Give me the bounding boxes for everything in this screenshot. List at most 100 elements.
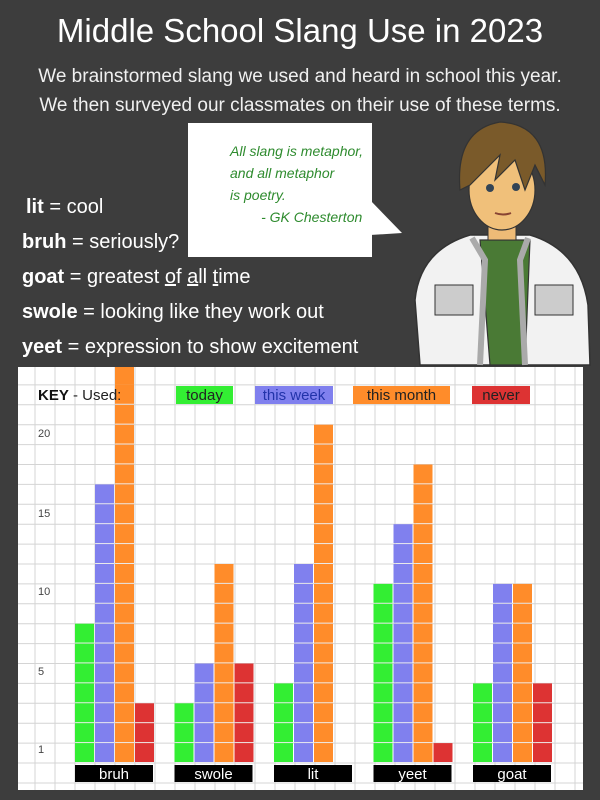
- bar-goat-this-week: [493, 663, 512, 683]
- bar-goat-never: [533, 683, 552, 703]
- bar-goat-this-month: [513, 603, 532, 623]
- legend-swatch: [255, 386, 333, 404]
- bar-bruh-this-month: [115, 384, 134, 404]
- bar-lit-this-month: [314, 683, 333, 703]
- bar-lit-this-month: [314, 504, 333, 524]
- bar-lit-this-month: [314, 623, 333, 643]
- bar-yeet-this-month: [413, 464, 433, 484]
- bar-bruh-this-week: [95, 703, 114, 723]
- bar-lit-this-month: [314, 583, 333, 603]
- bar-swole-this-month: [214, 643, 234, 663]
- category-label: bruh: [99, 766, 129, 783]
- bar-swole-never: [234, 723, 254, 743]
- bar-yeet-today: [373, 743, 393, 762]
- bar-bruh-this-month: [115, 444, 134, 464]
- bar-lit-this-month: [314, 703, 333, 723]
- legend-label: today: [186, 387, 223, 404]
- bar-goat-this-week: [493, 583, 512, 603]
- subtitle-line-1: We brainstormed slang we used and heard …: [38, 66, 562, 87]
- bar-bruh-this-month: [115, 564, 134, 583]
- bar-goat-this-week: [493, 723, 512, 743]
- bar-swole-this-week: [194, 743, 214, 762]
- bar-yeet-this-week: [393, 544, 413, 563]
- bar-yeet-this-week: [393, 743, 413, 762]
- bar-swole-never: [234, 663, 254, 683]
- y-tick-label: 15: [38, 508, 50, 520]
- bar-yeet-this-week: [393, 524, 413, 544]
- bar-yeet-this-week: [393, 603, 413, 623]
- bar-bruh-this-week: [95, 623, 114, 643]
- student-illustration: [414, 121, 591, 366]
- bar-lit-this-month: [314, 663, 333, 683]
- bar-swole-never: [234, 743, 254, 762]
- bar-lit-this-month: [314, 564, 333, 583]
- category-label-bg: [174, 765, 253, 782]
- bar-yeet-today: [373, 583, 393, 603]
- bar-lit-this-week: [294, 743, 313, 762]
- category-label-bg: [274, 765, 352, 782]
- bar-lit-this-week: [294, 623, 313, 643]
- bar-yeet-this-month: [413, 623, 433, 643]
- bar-yeet-today: [373, 623, 393, 643]
- bar-goat-this-month: [513, 683, 532, 703]
- bar-bruh-today: [75, 683, 94, 703]
- y-tick-label: 20: [38, 428, 50, 440]
- legend-label: this month: [367, 387, 436, 404]
- bar-bruh-this-week: [95, 603, 114, 623]
- bar-swole-never: [234, 683, 254, 703]
- bar-swole-this-month: [214, 623, 234, 643]
- legend-swatch: [176, 386, 233, 404]
- bar-lit-this-month: [314, 603, 333, 623]
- bar-goat-never: [533, 723, 552, 743]
- category-label: yeet: [398, 766, 427, 783]
- bar-swole-this-month: [214, 583, 234, 603]
- bars: [75, 367, 552, 762]
- bar-yeet-today: [373, 703, 393, 723]
- bar-bruh-this-month: [115, 703, 134, 723]
- bar-bruh-this-month: [115, 623, 134, 643]
- bar-yeet-this-week: [393, 623, 413, 643]
- bar-yeet-today: [373, 663, 393, 683]
- bar-yeet-this-month: [413, 723, 433, 743]
- bar-bruh-this-month: [115, 404, 134, 424]
- bar-lit-this-week: [294, 603, 313, 623]
- definition-lit: lit = cool: [26, 196, 104, 218]
- bar-yeet-this-month: [413, 663, 433, 683]
- bar-goat-this-month: [513, 723, 532, 743]
- bar-bruh-this-month: [115, 583, 134, 603]
- bar-swole-this-week: [194, 683, 214, 703]
- bar-lit-this-month: [314, 444, 333, 464]
- bar-bruh-this-week: [95, 643, 114, 663]
- bar-bruh-this-month: [115, 367, 134, 385]
- definitions-list: lit = cool bruh = seriously? goat = grea…: [22, 190, 358, 365]
- category-label-bg: [373, 765, 452, 782]
- bar-bruh-this-month: [115, 643, 134, 663]
- bar-bruh-this-month: [115, 484, 134, 504]
- bar-swole-never: [234, 703, 254, 723]
- bar-bruh-this-week: [95, 504, 114, 524]
- bar-yeet-this-month: [413, 703, 433, 723]
- bar-goat-this-week: [493, 683, 512, 703]
- bar-goat-this-week: [493, 623, 512, 643]
- bar-lit-this-month: [314, 723, 333, 743]
- bar-yeet-today: [373, 683, 393, 703]
- quote-line: and all metaphor: [230, 165, 335, 181]
- bar-goat-this-week: [493, 603, 512, 623]
- bar-bruh-this-week: [95, 663, 114, 683]
- bar-yeet-this-month: [413, 524, 433, 544]
- bar-yeet-this-month: [413, 484, 433, 504]
- bar-swole-this-month: [214, 683, 234, 703]
- category-label: swole: [194, 766, 232, 783]
- bar-lit-today: [274, 743, 293, 762]
- bar-yeet-this-week: [393, 683, 413, 703]
- category-label: lit: [308, 766, 320, 783]
- bar-swole-this-month: [214, 703, 234, 723]
- bar-goat-today: [473, 703, 492, 723]
- bar-lit-this-month: [314, 464, 333, 484]
- bar-bruh-this-month: [115, 743, 134, 762]
- bar-lit-this-month: [314, 743, 333, 762]
- bar-goat-never: [533, 743, 552, 762]
- quote-line: All slang is metaphor,: [230, 143, 364, 159]
- bar-bruh-this-month: [115, 524, 134, 544]
- legend-swatch: [353, 386, 450, 404]
